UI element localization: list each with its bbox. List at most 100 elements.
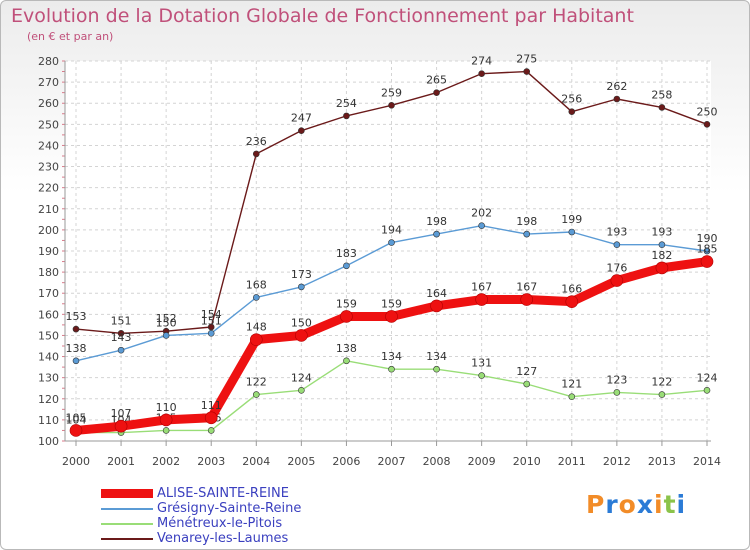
data-point-m-n-treux-le-pitois: [433, 365, 440, 373]
legend-item: Grésigny-Sainte-Reine: [101, 501, 301, 516]
data-label-alise-sainte-reine: 185: [697, 243, 718, 256]
legend-label: Ménétreux-le-Pitois: [157, 516, 283, 531]
data-point-alise-sainte-reine: [520, 293, 534, 306]
data-label-venarey-les-laumes: 247: [291, 112, 312, 125]
data-point-alise-sainte-reine: [340, 310, 353, 323]
data-point-gr-signy-sainte-reine: [72, 357, 80, 365]
data-point-alise-sainte-reine: [430, 299, 443, 313]
data-point-venarey-les-laumes: [613, 95, 621, 103]
plot-area: [65, 61, 711, 441]
data-label-gr-signy-sainte-reine: 193: [651, 226, 672, 239]
y-tick-label: 240: [38, 139, 59, 152]
data-point-venarey-les-laumes: [298, 127, 305, 134]
legend-swatch: [101, 507, 153, 510]
data-label-gr-signy-sainte-reine: 173: [291, 268, 312, 281]
data-label-m-n-treux-le-pitois: 104: [66, 414, 87, 427]
data-label-venarey-les-laumes: 151: [111, 314, 132, 327]
data-label-venarey-les-laumes: 259: [381, 86, 402, 99]
data-label-alise-sainte-reine: 111: [201, 399, 222, 412]
data-label-alise-sainte-reine: 167: [471, 281, 492, 294]
data-point-venarey-les-laumes: [117, 330, 125, 337]
y-tick-label: 100: [38, 435, 59, 448]
data-point-gr-signy-sainte-reine: [343, 262, 350, 270]
data-label-alise-sainte-reine: 167: [516, 281, 537, 294]
data-point-gr-signy-sainte-reine: [388, 239, 395, 246]
y-tick-label: 150: [38, 329, 59, 342]
data-label-gr-signy-sainte-reine: 198: [516, 215, 537, 228]
data-label-m-n-treux-le-pitois: 124: [291, 371, 312, 384]
legend-label: Grésigny-Sainte-Reine: [157, 501, 302, 516]
y-tick-label: 210: [38, 203, 59, 216]
y-tick-label: 120: [38, 393, 59, 406]
data-label-m-n-treux-le-pitois: 122: [651, 376, 672, 389]
data-label-m-n-treux-le-pitois: 124: [697, 371, 718, 384]
data-label-venarey-les-laumes: 275: [516, 53, 537, 66]
data-point-m-n-treux-le-pitois: [252, 391, 260, 398]
data-point-venarey-les-laumes: [523, 68, 531, 75]
data-point-alise-sainte-reine: [700, 255, 714, 268]
data-point-venarey-les-laumes: [388, 102, 395, 109]
data-point-venarey-les-laumes: [478, 70, 485, 77]
data-label-gr-signy-sainte-reine: 183: [336, 247, 357, 260]
x-tick-label: 2008: [423, 455, 451, 468]
legend-swatch: [101, 489, 153, 498]
data-label-alise-sainte-reine: 164: [426, 287, 447, 300]
data-point-venarey-les-laumes: [433, 89, 440, 96]
x-tick-label: 2001: [107, 455, 135, 468]
x-tick-label: 2004: [242, 455, 270, 468]
x-tick-label: 2006: [332, 455, 360, 468]
data-label-venarey-les-laumes: 258: [651, 88, 672, 101]
x-tick-label: 2012: [603, 455, 631, 468]
data-point-alise-sainte-reine: [249, 333, 263, 346]
data-label-gr-signy-sainte-reine: 168: [246, 278, 267, 291]
legend-item: Ménétreux-le-Pitois: [101, 516, 301, 531]
data-point-gr-signy-sainte-reine: [117, 346, 125, 354]
data-label-alise-sainte-reine: 150: [291, 316, 312, 329]
data-label-gr-signy-sainte-reine: 151: [201, 314, 222, 327]
y-tick-label: 170: [38, 287, 59, 300]
x-tick-label: 2007: [378, 455, 406, 468]
legend-swatch: [101, 522, 153, 525]
y-tick-label: 160: [38, 308, 59, 321]
data-label-m-n-treux-le-pitois: 127: [516, 365, 537, 378]
data-label-m-n-treux-le-pitois: 123: [606, 373, 627, 386]
data-label-m-n-treux-le-pitois: 131: [471, 357, 492, 370]
y-tick-label: 280: [38, 55, 59, 68]
data-point-alise-sainte-reine: [565, 295, 579, 308]
data-label-venarey-les-laumes: 256: [561, 93, 582, 106]
data-point-alise-sainte-reine: [295, 329, 308, 342]
data-point-alise-sainte-reine: [610, 274, 624, 287]
data-label-alise-sainte-reine: 105: [66, 411, 87, 424]
data-label-venarey-les-laumes: 236: [246, 135, 267, 148]
data-point-alise-sainte-reine: [114, 419, 128, 433]
data-label-gr-signy-sainte-reine: 150: [156, 316, 177, 329]
chart-legend: ALISE-SAINTE-REINE Grésigny-Sainte-Reine M…: [101, 486, 301, 546]
x-tick-label: 2005: [287, 455, 315, 468]
logo-letter: i: [676, 490, 687, 519]
y-tick-label: 180: [38, 266, 59, 279]
data-point-gr-signy-sainte-reine: [523, 230, 531, 238]
data-point-m-n-treux-le-pitois: [388, 365, 395, 373]
data-point-gr-signy-sainte-reine: [252, 294, 260, 301]
data-point-m-n-treux-le-pitois: [658, 391, 666, 398]
data-label-alise-sainte-reine: 110: [156, 401, 177, 414]
data-point-m-n-treux-le-pitois: [207, 427, 215, 434]
y-tick-label: 260: [38, 97, 59, 110]
data-point-gr-signy-sainte-reine: [162, 332, 170, 339]
data-point-m-n-treux-le-pitois: [613, 389, 621, 396]
logo-letter: x: [636, 490, 654, 519]
data-label-m-n-treux-le-pitois: 138: [336, 342, 357, 355]
data-label-m-n-treux-le-pitois: 121: [561, 378, 582, 391]
data-point-m-n-treux-le-pitois: [523, 380, 531, 388]
data-point-gr-signy-sainte-reine: [658, 241, 666, 248]
data-point-gr-signy-sainte-reine: [478, 222, 485, 229]
data-point-gr-signy-sainte-reine: [568, 228, 576, 236]
data-point-alise-sainte-reine: [69, 424, 83, 437]
x-tick-label: 2010: [513, 455, 541, 468]
x-tick-label: 2000: [62, 455, 90, 468]
data-point-alise-sainte-reine: [655, 261, 669, 275]
data-label-alise-sainte-reine: 176: [606, 262, 627, 275]
data-point-gr-signy-sainte-reine: [298, 283, 305, 291]
data-point-m-n-treux-le-pitois: [162, 427, 170, 434]
legend-label: ALISE-SAINTE-REINE: [157, 486, 289, 501]
